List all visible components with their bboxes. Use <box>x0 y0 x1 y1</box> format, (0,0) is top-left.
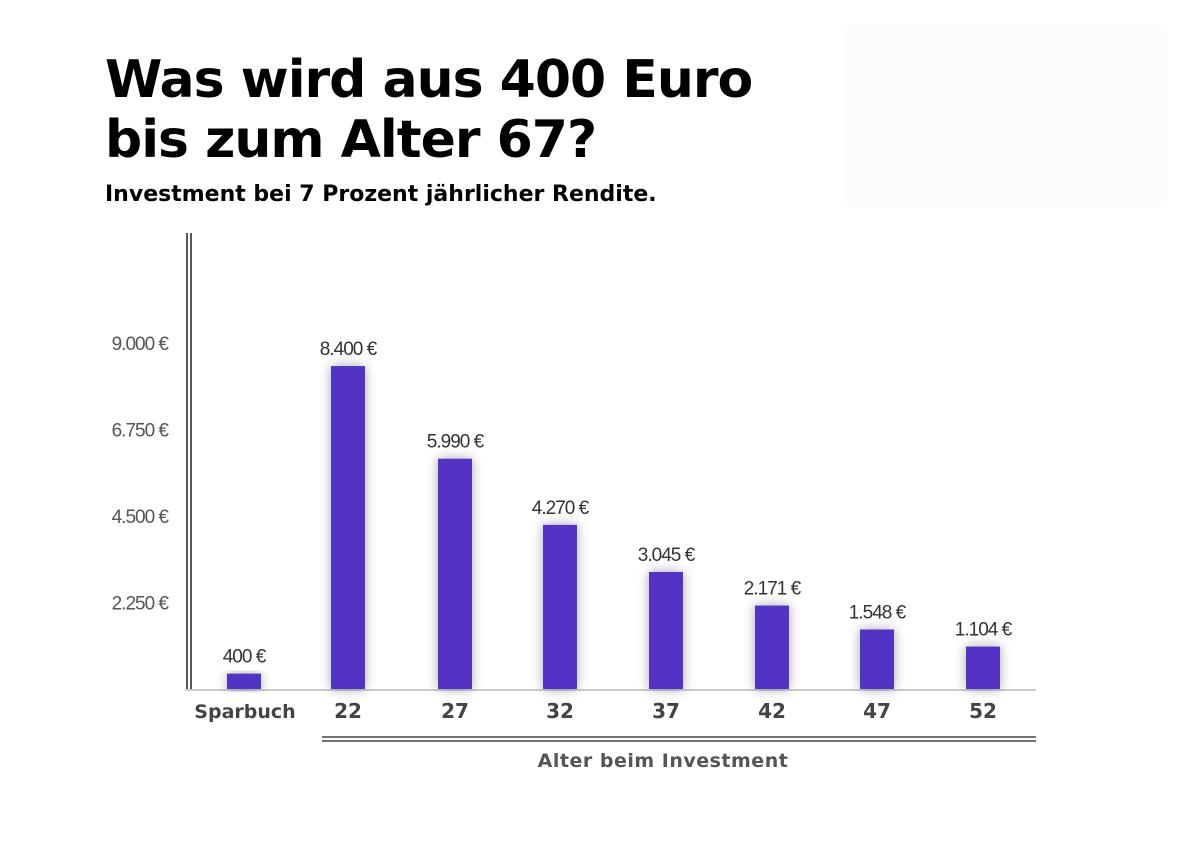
chart-subtitle: Investment bei 7 Prozent jährlicher Rend… <box>105 182 657 207</box>
x-axis-label: Alter beim Investment <box>538 750 789 772</box>
corner-panel <box>845 25 1167 207</box>
chart-title-line-2: bis zum Alter 67? <box>105 110 597 170</box>
bar-52 <box>966 646 1000 689</box>
value-label: 2.171 € <box>744 579 802 600</box>
bar-22 <box>331 366 365 689</box>
y-tick-label: 9.000 € <box>112 334 170 355</box>
value-label: 400 € <box>223 647 267 668</box>
bar-32 <box>543 524 577 689</box>
bar-27 <box>438 458 472 689</box>
value-label: 3.045 € <box>638 545 696 566</box>
x-tick-label: 42 <box>758 699 786 723</box>
chart-title: Was wird aus 400 Euro bis zum Alter 67? <box>105 50 753 170</box>
x-tick-label: 47 <box>863 699 891 723</box>
bar-47 <box>860 629 894 689</box>
x-tick-label: 27 <box>441 699 469 723</box>
bar-42 <box>755 605 789 689</box>
x-tick-label: 37 <box>652 699 680 723</box>
x-tick-label: 32 <box>546 699 574 723</box>
value-label: 1.548 € <box>849 602 907 623</box>
y-tick-label: 6.750 € <box>112 421 170 442</box>
value-label: 1.104 € <box>955 620 1013 641</box>
bar-sparbuch <box>227 673 261 689</box>
bar-37 <box>649 571 683 689</box>
value-label: 8.400 € <box>320 339 378 360</box>
x-tick-label: 22 <box>334 699 362 723</box>
chart-title-line-1: Was wird aus 400 Euro <box>105 50 753 110</box>
x-tick-label: Sparbuch <box>194 701 295 723</box>
y-tick-label: 2.250 € <box>112 594 170 615</box>
value-label: 4.270 € <box>532 498 590 519</box>
y-tick-label: 4.500 € <box>112 507 170 528</box>
x-tick-label: 52 <box>969 699 997 723</box>
value-label: 5.990 € <box>427 432 485 453</box>
